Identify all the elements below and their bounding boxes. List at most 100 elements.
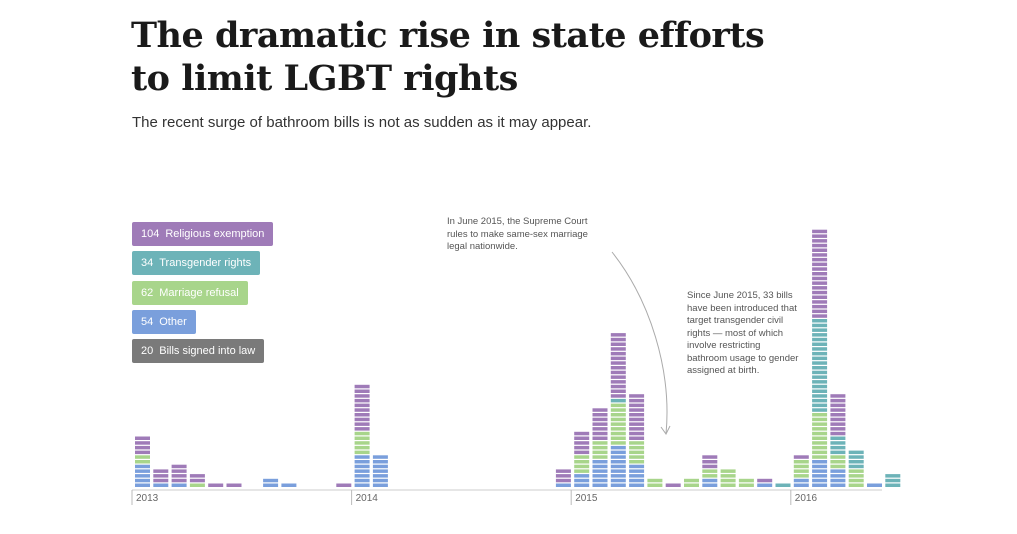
bar-cell-religious-exemption xyxy=(574,441,590,445)
bar-cell-religious-exemption xyxy=(812,239,828,243)
bar-cell-marriage-refusal xyxy=(812,436,828,440)
bar-2016-06[interactable] xyxy=(885,474,901,487)
bar-cell-religious-exemption xyxy=(629,413,645,417)
bar-cell-religious-exemption xyxy=(629,431,645,436)
bar-cell-marriage-refusal xyxy=(354,431,370,436)
bar-2016-02[interactable] xyxy=(812,229,828,487)
bar-cell-other xyxy=(592,483,608,487)
bar-2013-01[interactable] xyxy=(135,436,150,488)
legend-item-bills-signed-into-law[interactable]: 20 Bills signed into law xyxy=(132,339,265,363)
bar-cell-marriage-refusal xyxy=(812,455,828,459)
bar-2015-08[interactable] xyxy=(702,455,718,487)
bar-2014-01[interactable] xyxy=(354,384,370,487)
bar-cell-religious-exemption xyxy=(354,384,370,389)
bar-cell-other xyxy=(610,445,626,450)
bar-2015-02[interactable] xyxy=(592,408,608,487)
legend-item-transgender-rights[interactable]: 34 Transgender rights xyxy=(132,251,261,275)
bar-2015-12[interactable] xyxy=(775,483,791,488)
bar-cell-other xyxy=(354,469,370,473)
bar-2015-01[interactable] xyxy=(574,431,590,487)
bar-cell-religious-exemption xyxy=(336,483,352,487)
bar-cell-marriage-refusal xyxy=(135,455,150,459)
bar-cell-religious-exemption xyxy=(812,243,828,248)
bar-cell-religious-exemption xyxy=(812,290,828,295)
bar-cell-other xyxy=(592,469,608,473)
bar-cell-marriage-refusal xyxy=(592,450,608,455)
bar-2015-09[interactable] xyxy=(720,469,736,487)
bar-cell-transgender-rights xyxy=(812,333,828,337)
bar-2016-04[interactable] xyxy=(848,450,864,487)
bar-cell-religious-exemption xyxy=(702,455,718,459)
bar-cell-religious-exemption xyxy=(354,389,370,393)
bar-cell-other xyxy=(812,478,828,483)
bar-cell-marriage-refusal xyxy=(684,478,699,483)
annotation-supreme-court: In June 2015, the Supreme Court rules to… xyxy=(447,216,588,252)
legend-count: 104 xyxy=(141,228,160,240)
bar-cell-transgender-rights xyxy=(830,441,846,445)
legend-count: 54 xyxy=(141,316,154,328)
chart-subtitle: The recent surge of bathroom bills is no… xyxy=(132,114,592,131)
bar-2015-06[interactable] xyxy=(665,483,681,488)
bar-cell-other xyxy=(372,478,388,483)
bar-cell-religious-exemption xyxy=(812,300,828,304)
legend-item-marriage-refusal[interactable]: 62 Marriage refusal xyxy=(132,281,248,305)
bar-2014-02[interactable] xyxy=(372,455,388,487)
bar-2013-02[interactable] xyxy=(153,469,169,487)
bar-2015-04[interactable] xyxy=(629,394,645,487)
bar-2016-03[interactable] xyxy=(830,394,846,487)
bar-cell-marriage-refusal xyxy=(610,441,626,445)
bar-cell-marriage-refusal xyxy=(189,483,205,487)
bar-cell-other xyxy=(610,474,626,478)
bar-2013-06[interactable] xyxy=(226,483,242,488)
bar-cell-religious-exemption xyxy=(354,398,370,403)
bar-2013-12[interactable] xyxy=(336,483,352,488)
bar-cell-religious-exemption xyxy=(574,450,590,455)
bar-cell-other xyxy=(354,464,370,469)
bar-2014-12[interactable] xyxy=(555,469,571,487)
x-tick-label-2013: 2013 xyxy=(136,493,159,504)
bar-2015-11[interactable] xyxy=(757,478,773,487)
bar-cell-religious-exemption xyxy=(830,403,846,408)
bar-cell-marriage-refusal xyxy=(684,483,699,487)
bar-2015-10[interactable] xyxy=(738,478,754,487)
bar-cell-transgender-rights xyxy=(830,436,846,440)
bar-cell-other xyxy=(372,464,388,469)
bar-2015-03[interactable] xyxy=(610,333,626,487)
bar-cell-transgender-rights xyxy=(812,328,828,332)
bar-2016-05[interactable] xyxy=(867,483,882,488)
bar-cell-religious-exemption xyxy=(812,295,828,299)
bar-cell-marriage-refusal xyxy=(610,403,626,408)
bar-2013-08[interactable] xyxy=(263,478,279,487)
bar-cell-marriage-refusal xyxy=(610,408,626,412)
bar-cell-religious-exemption xyxy=(665,483,681,487)
bar-cell-other xyxy=(372,469,388,473)
bar-2013-04[interactable] xyxy=(189,474,205,487)
bar-cell-marriage-refusal xyxy=(848,478,864,483)
bar-cell-religious-exemption xyxy=(354,422,370,426)
bar-2016-01[interactable] xyxy=(793,455,809,487)
bar-2015-07[interactable] xyxy=(684,478,699,487)
bar-cell-religious-exemption xyxy=(812,276,828,281)
bar-cell-religious-exemption xyxy=(153,478,169,483)
bar-cell-other xyxy=(629,474,645,478)
bar-2013-05[interactable] xyxy=(208,483,224,488)
bar-cell-religious-exemption xyxy=(574,436,590,440)
bar-cell-transgender-rights xyxy=(812,319,828,323)
bar-2013-09[interactable] xyxy=(281,483,297,488)
bar-cell-other xyxy=(372,483,388,487)
legend-item-other[interactable]: 54 Other xyxy=(132,310,196,334)
bar-2015-05[interactable] xyxy=(647,478,663,487)
bar-cell-other xyxy=(702,483,718,487)
bar-2013-03[interactable] xyxy=(171,464,187,487)
legend-item-religious-exemption[interactable]: 104 Religious exemption xyxy=(132,222,274,246)
bar-cell-marriage-refusal xyxy=(592,441,608,445)
bar-cell-transgender-rights xyxy=(812,323,828,328)
bar-cell-marriage-refusal xyxy=(812,450,828,455)
bar-cell-transgender-rights xyxy=(812,370,828,375)
bar-cell-transgender-rights xyxy=(812,356,828,361)
annotation-arrow xyxy=(611,251,668,435)
x-tick-label-2015: 2015 xyxy=(575,493,598,504)
bar-cell-other xyxy=(812,464,828,469)
bar-cell-religious-exemption xyxy=(812,304,828,309)
